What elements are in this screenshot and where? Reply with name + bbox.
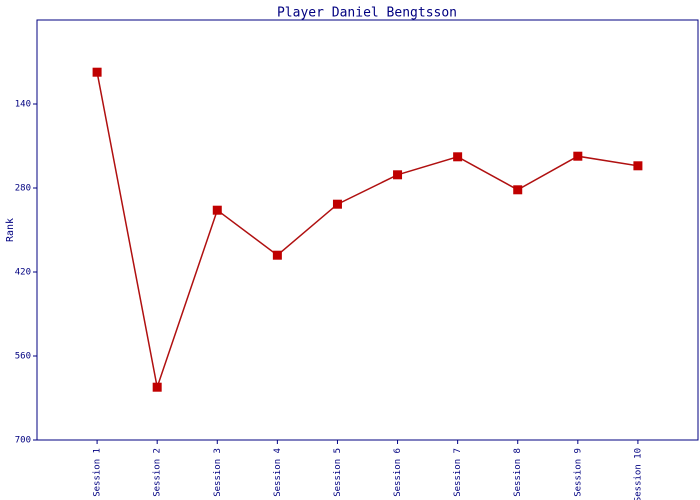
x-tick-label: Session 9 [573, 448, 583, 497]
x-tick-label: Session 8 [513, 448, 523, 497]
x-tick-label: Session 4 [273, 448, 283, 497]
point-marker [212, 205, 222, 215]
point-marker [272, 250, 282, 260]
y-tick-label: 420 [15, 268, 31, 278]
x-tick-label: Session 10 [633, 448, 643, 500]
series-line [96, 72, 639, 391]
point-marker [152, 382, 162, 392]
y-axis-label: Rank [5, 218, 16, 242]
x-tick-label: Session 6 [393, 448, 403, 497]
y-tick-label: 700 [15, 436, 31, 446]
point-marker [633, 161, 643, 171]
x-tick-label: Session 2 [153, 448, 163, 497]
y-tick-label: 560 [15, 352, 31, 362]
x-tick-label: Session 1 [93, 448, 103, 497]
x-tick-label: Session 7 [453, 448, 463, 497]
point-marker [332, 199, 342, 209]
point-marker [393, 170, 403, 180]
chart-title: Player Daniel Bengtsson [277, 6, 457, 21]
point-marker [573, 151, 583, 161]
x-tick-label: Session 5 [333, 448, 343, 497]
y-tick-label: 140 [15, 100, 31, 110]
plot-frame [36, 19, 699, 441]
y-tick-label: 280 [15, 184, 31, 194]
point-marker [513, 185, 523, 195]
x-tick-label: Session 3 [213, 448, 223, 497]
point-marker [453, 152, 463, 162]
point-marker [92, 67, 102, 77]
